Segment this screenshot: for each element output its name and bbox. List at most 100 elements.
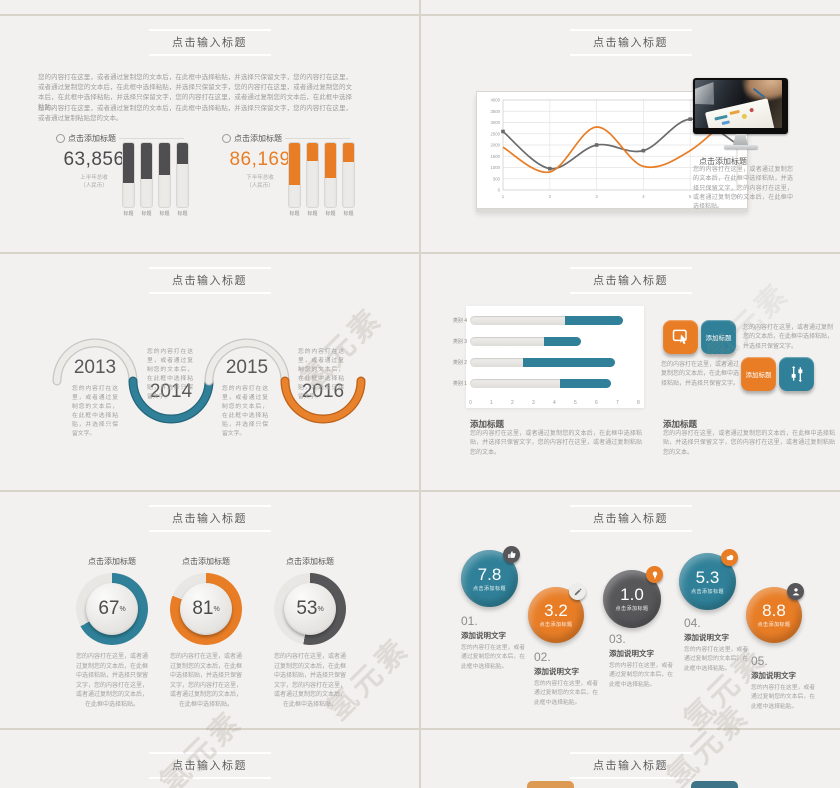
partial-rounded-shape — [691, 781, 738, 788]
vertical-bar-chart: 标题 标题 标题 标题 — [122, 142, 189, 217]
stat-header-label: 点击添加标题 — [68, 134, 116, 143]
svg-text:500: 500 — [493, 176, 501, 181]
slide-data-overview: 点击输入标题 您的内容打在这里，或者通过复制您的文本后，在此框中选择粘贴，并选择… — [0, 16, 419, 252]
caption-paragraph: 您的内容打在这里，或者通过复制您的文本后，在此框中选择粘贴，并选择只保留文字，您… — [693, 167, 793, 211]
stat-circle: 5.3 点击添加标题 — [679, 549, 738, 610]
svg-text:2000: 2000 — [490, 143, 500, 148]
donut-title: 点击添加标题 — [182, 557, 230, 566]
monitor-base — [723, 145, 758, 149]
slide-timeline: 点击输入标题 2013 2014 2015 2016 您的内容打在这里，或者通过… — [0, 254, 419, 490]
slide-title-block: 点击输入标题 — [0, 267, 419, 294]
stat-header: 点击添加标题 — [222, 133, 350, 144]
sliders-icon — [791, 365, 802, 383]
slide-title: 点击输入标题 — [593, 37, 668, 49]
donut-group: 点击添加标题 53% 您的内容打在这里，或者通过复制您的文本后，在此框中选择粘贴… — [268, 556, 352, 711]
timeline-year: 2016 — [301, 381, 345, 402]
svg-text:4: 4 — [642, 194, 645, 199]
badge — [503, 546, 520, 563]
divider — [285, 138, 350, 139]
slide-title: 点击输入标题 — [172, 513, 247, 525]
numbered-item: 01. 添加说明文字 您的内容打在这里，或者通过复制您的文本后，在此框中选择粘贴… — [461, 614, 525, 670]
timeline-wave — [0, 324, 419, 454]
slide-partial-bottom-left: 点击输入标题 — [0, 730, 419, 788]
timeline-year: 2014 — [149, 381, 193, 402]
numbered-item: 02. 添加说明文字 您的内容打在这里，或者通过复制您的文本后，在此框中选择粘贴… — [534, 650, 598, 706]
timeline-paragraph: 您的内容打在这里，或者通过复制您的文本后，在此框中选择粘贴，并选择只保留文字。 — [72, 386, 118, 437]
slide-title: 点击输入标题 — [172, 760, 247, 772]
stat-circle: 3.2 点击添加标题 — [528, 583, 586, 643]
hbar-row: 类别 1 — [447, 378, 642, 388]
stat-header: 点击添加标题 — [56, 133, 184, 144]
svg-text:3: 3 — [595, 194, 598, 199]
title-rule-bottom — [148, 54, 271, 56]
slide-partial-top-left — [0, 0, 419, 14]
slide-hbar-icons: 点击输入标题 添加标题 您的内容打在这里，或者通过复制您的文本后，在此框中选择粘… — [421, 254, 840, 490]
slide-title: 点击输入标题 — [593, 275, 668, 287]
slide-title-block: 点击输入标题 — [421, 29, 840, 56]
stat-circle: 8.8 点击添加标题 — [746, 583, 804, 643]
thumbs-up-icon — [507, 550, 515, 558]
tile-click — [663, 320, 698, 354]
circle-icon — [56, 134, 65, 143]
vertical-bar-chart: 标题 标题 标题 标题 — [288, 142, 355, 217]
donut-paragraph: 您的内容打在这里，或者通过复制您的文本后，在此框中选择粘贴，并选择只保留文字，您… — [75, 654, 148, 708]
bulb-icon — [652, 570, 657, 578]
slide-title-block: 点击输入标题 — [0, 505, 419, 532]
slide-donut-gauges: 点击输入标题 点击添加标题 67% 您的内容打在这里，或者通过复制您的文本后，在… — [0, 492, 419, 728]
donut-title: 点击添加标题 — [286, 557, 334, 566]
pencil-icon — [574, 587, 582, 595]
svg-text:0: 0 — [498, 188, 501, 193]
slide-title-block: 点击输入标题 — [421, 752, 840, 779]
laptop-shape — [695, 82, 720, 110]
stat-header-label: 点击添加标题 — [234, 134, 282, 143]
svg-text:2500: 2500 — [490, 131, 500, 136]
timeline-year: 2013 — [73, 357, 117, 378]
business-photo — [695, 80, 782, 128]
donut-group: 点击添加标题 81% 您的内容打在这里，或者通过复制您的文本后，在此框中选择粘贴… — [164, 556, 248, 711]
section-paragraph: 您的内容打在这里，或者通过复制您的文本后，在此框中选择粘贴，并选择只保留文字，您… — [470, 431, 642, 456]
slide-partial-top-right — [421, 0, 840, 14]
slide-title-block: 点击输入标题 — [0, 29, 419, 56]
stat-value: 86,169 — [229, 149, 291, 170]
timeline-paragraph: 您的内容打在这里，或者通过复制您的文本后，在此框中选择粘贴，并选择只保留文字。 — [222, 386, 268, 437]
donut-group: 点击添加标题 67% 您的内容打在这里，或者通过复制您的文本后，在此框中选择粘贴… — [70, 556, 154, 711]
click-icon — [672, 329, 687, 345]
tile-add-title: 添加标题 — [741, 357, 776, 391]
cloud-icon — [726, 554, 733, 560]
svg-text:1000: 1000 — [490, 165, 500, 170]
svg-text:3500: 3500 — [490, 109, 500, 114]
svg-text:4000: 4000 — [490, 98, 500, 103]
caption-title: 点击添加标题 — [699, 157, 747, 166]
svg-text:6: 6 — [736, 194, 739, 199]
svg-text:5: 5 — [689, 194, 692, 199]
tile-paragraph: 您的内容打在这里，或者通过复制您的文本后，在此框中选择粘贴，并选择只保留文字。 — [661, 362, 740, 387]
stat-caption: 上半年总收 （人民币） — [80, 175, 108, 190]
slide-title-block: 点击输入标题 — [0, 752, 419, 779]
tile-add-title: 添加标题 — [701, 320, 736, 354]
slide-title: 点击输入标题 — [172, 37, 247, 49]
circle-icon — [222, 134, 231, 143]
svg-text:1: 1 — [502, 194, 505, 199]
svg-text:2: 2 — [549, 194, 552, 199]
numbered-item: 04. 添加说明文字 您的内容打在这里，或者通过复制您的文本后，在此框中选择粘贴… — [684, 616, 748, 672]
slide-partial-bottom-right: 点击输入标题 — [421, 730, 840, 788]
hbar-row: 类别 4 — [447, 315, 642, 325]
donut-title: 点击添加标题 — [88, 557, 136, 566]
divider — [119, 138, 184, 139]
section-title: 添加标题 — [470, 419, 505, 429]
slide-title: 点击输入标题 — [593, 760, 668, 772]
stat-block-first-half: 点击添加标题 63,856 上半年总收 （人民币） 标题 标题 标题 标题 — [56, 133, 216, 217]
tile-paragraph: 您的内容打在这里，或者通过复制您的文本后，在此框中选择粘贴，并选择只保留文字。 — [743, 325, 834, 350]
donut-paragraph: 您的内容打在这里，或者通过复制您的文本后，在此框中选择粘贴，并选择只保留文字，您… — [273, 654, 346, 708]
stat-caption: 下半年总收 （人民币） — [246, 175, 274, 190]
hbar-row: 类别 3 — [447, 336, 642, 346]
monitor-stand — [733, 134, 748, 145]
svg-text:3000: 3000 — [490, 120, 500, 125]
chart-paper-shape — [704, 98, 776, 128]
stat-block-second-half: 点击添加标题 86,169 下半年总收 （人民币） 标题 标题 标题 标题 — [222, 133, 382, 217]
title-rule-top — [148, 29, 271, 31]
body-paragraph: 您的内容打在这里，或者通过复制您的文本后，在此框中选择粘贴，并选择只保留文字，您… — [38, 74, 352, 112]
timeline-paragraph: 您的内容打在这里，或者通过复制您的文本后，在此框中选择粘贴，并选择只保留文字。 — [147, 349, 193, 400]
slide-title-block: 点击输入标题 — [421, 505, 840, 532]
